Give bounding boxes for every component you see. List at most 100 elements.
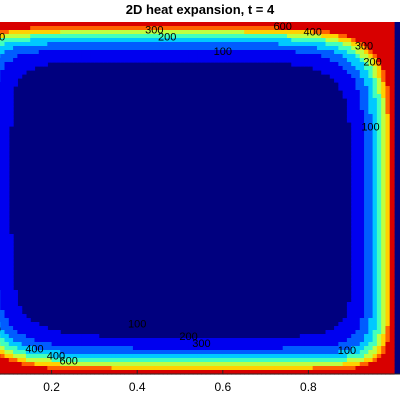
contour-cell xyxy=(30,322,36,327)
contour-cell xyxy=(141,370,147,375)
contour-cell xyxy=(287,34,292,39)
contour-cell xyxy=(4,314,10,319)
contour-cell xyxy=(376,194,382,199)
contour-cell xyxy=(13,358,18,363)
contour-cell xyxy=(171,30,177,35)
contour-cell xyxy=(0,138,6,143)
contour-cell xyxy=(25,366,31,371)
contour-cell xyxy=(222,30,228,35)
contour-cell xyxy=(372,174,378,179)
contour-cell xyxy=(376,162,382,167)
contour-cell xyxy=(8,90,14,95)
contour-cell xyxy=(209,22,215,27)
contour-cell xyxy=(359,54,365,59)
contour-cell xyxy=(389,154,395,159)
contour-cell xyxy=(355,150,361,155)
contour-cell xyxy=(111,350,117,355)
contour-cell xyxy=(171,342,177,347)
contour-cell xyxy=(299,346,305,351)
contour-cell xyxy=(364,26,369,31)
contour-cell xyxy=(218,34,224,39)
contour-cell xyxy=(321,334,327,339)
contour-cell xyxy=(372,26,378,31)
contour-cell xyxy=(295,354,301,359)
contour-cell xyxy=(77,354,83,359)
contour-cell xyxy=(372,274,378,279)
contour-cell xyxy=(359,146,365,151)
contour-cell xyxy=(278,342,284,347)
contour-cell xyxy=(257,358,262,363)
contour-cell xyxy=(376,334,382,339)
contour-cell xyxy=(338,50,344,55)
contour-cell xyxy=(111,38,117,43)
contour-cell xyxy=(312,38,318,43)
contour-cell xyxy=(17,346,23,351)
contour-cell xyxy=(8,234,14,239)
contour-cell xyxy=(355,66,361,71)
contour-cell xyxy=(120,22,125,27)
contour-cell xyxy=(385,230,391,235)
contour-cell xyxy=(295,338,301,343)
contour-cell xyxy=(381,298,387,303)
contour-cell xyxy=(385,134,391,139)
contour-cell xyxy=(351,54,357,59)
contour-cell xyxy=(201,26,207,31)
contour-cell xyxy=(385,162,391,167)
contour-cell xyxy=(381,234,387,239)
contour-cell xyxy=(162,46,168,51)
contour-cell xyxy=(85,30,91,35)
contour-cell xyxy=(102,26,108,31)
contour-cell xyxy=(184,50,190,55)
contour-cell xyxy=(85,346,91,351)
contour-cell xyxy=(368,350,374,355)
contour-cell xyxy=(73,22,78,27)
contour-cell xyxy=(252,42,258,47)
contour-cell xyxy=(51,334,57,339)
contour-cell xyxy=(214,370,220,375)
contour-cell xyxy=(98,22,104,27)
contour-cell xyxy=(60,30,66,35)
contour-cell xyxy=(359,258,365,263)
contour-cell xyxy=(0,318,6,323)
contour-cell xyxy=(304,354,309,359)
contour-cell xyxy=(4,306,10,311)
contour-cell xyxy=(351,286,357,291)
contour-cell xyxy=(308,50,314,55)
contour-cell xyxy=(171,50,177,55)
contour-cell xyxy=(325,26,331,31)
contour-cell xyxy=(381,42,387,47)
contour-cell xyxy=(244,34,250,39)
contour-cell xyxy=(368,206,374,211)
contour-cell xyxy=(299,46,305,51)
contour-cell xyxy=(359,214,365,219)
contour-cell xyxy=(13,54,18,59)
contour-cell xyxy=(376,86,382,91)
contour-cell xyxy=(389,274,395,279)
contour-cell xyxy=(55,34,61,39)
contour-cell xyxy=(25,358,31,363)
contour-cell xyxy=(184,346,190,351)
contour-cell xyxy=(329,34,335,39)
contour-cell xyxy=(248,26,254,31)
contour-cell xyxy=(299,26,305,31)
contour-cell xyxy=(372,82,378,87)
contour-cell xyxy=(120,50,125,55)
contour-cell xyxy=(64,342,70,347)
contour-cell xyxy=(244,54,250,59)
contour-cell xyxy=(252,50,258,55)
contour-cell xyxy=(60,362,66,367)
contour-cell xyxy=(4,126,10,131)
contour-cell xyxy=(4,354,10,359)
contour-cell xyxy=(372,98,378,103)
contour-cell xyxy=(60,346,66,351)
contour-cell xyxy=(338,78,344,83)
contour-cell xyxy=(81,26,87,31)
contour-cell xyxy=(128,50,134,55)
contour-cell xyxy=(355,114,361,119)
contour-cell xyxy=(376,62,382,67)
contour-cell xyxy=(282,34,288,39)
contour-cell xyxy=(171,346,177,351)
contour-cell xyxy=(376,246,382,251)
contour-cell xyxy=(312,346,318,351)
contour-cell xyxy=(98,54,104,59)
